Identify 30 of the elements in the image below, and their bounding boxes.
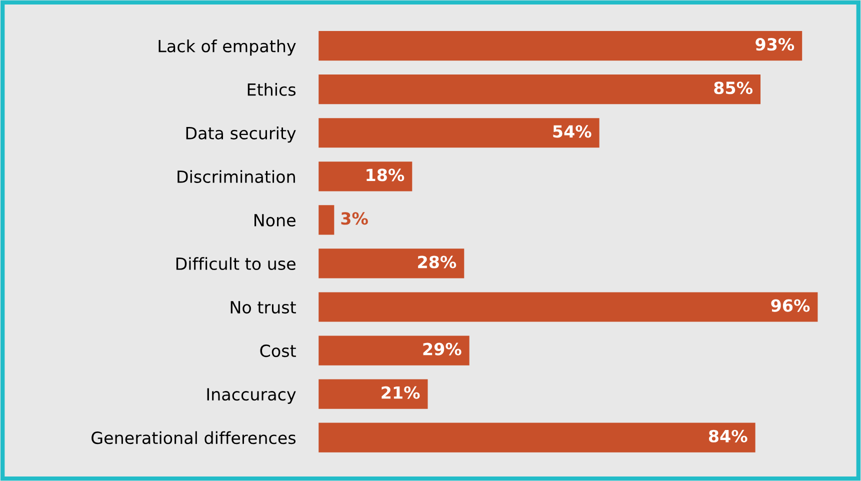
bar bbox=[318, 248, 464, 278]
bar bbox=[318, 31, 802, 61]
data-label: 28% bbox=[418, 256, 456, 268]
y-tick-label: Lack of empathy bbox=[158, 39, 296, 56]
y-tick-label: No trust bbox=[230, 301, 296, 314]
y-tick-label: None bbox=[254, 214, 296, 227]
data-label: 18% bbox=[366, 168, 404, 182]
bar bbox=[318, 74, 761, 104]
bar bbox=[318, 422, 756, 452]
bar bbox=[318, 379, 428, 409]
data-label: 3% bbox=[341, 212, 368, 225]
bar bbox=[318, 336, 470, 366]
y-tick-label: Difficult to use bbox=[176, 257, 296, 270]
y-tick-label: Discrimination bbox=[178, 170, 295, 183]
data-label: 96% bbox=[771, 299, 810, 312]
y-tick-label: Generational differences bbox=[92, 431, 296, 444]
bar bbox=[318, 118, 600, 148]
data-label: 54% bbox=[553, 125, 592, 138]
bar bbox=[318, 205, 334, 235]
y-tick-label: Data security bbox=[186, 126, 296, 143]
data-label: 93% bbox=[756, 38, 794, 51]
data-label: 29% bbox=[423, 342, 462, 356]
data-label: 21% bbox=[382, 386, 420, 399]
y-tick-label: Inaccuracy bbox=[207, 388, 296, 404]
data-label: 85% bbox=[714, 82, 752, 94]
y-tick-label: Ethics bbox=[248, 83, 296, 96]
y-tick-label: Cost bbox=[260, 344, 296, 358]
bar bbox=[318, 292, 818, 322]
data-label: 84% bbox=[708, 430, 748, 442]
bar bbox=[318, 162, 412, 192]
